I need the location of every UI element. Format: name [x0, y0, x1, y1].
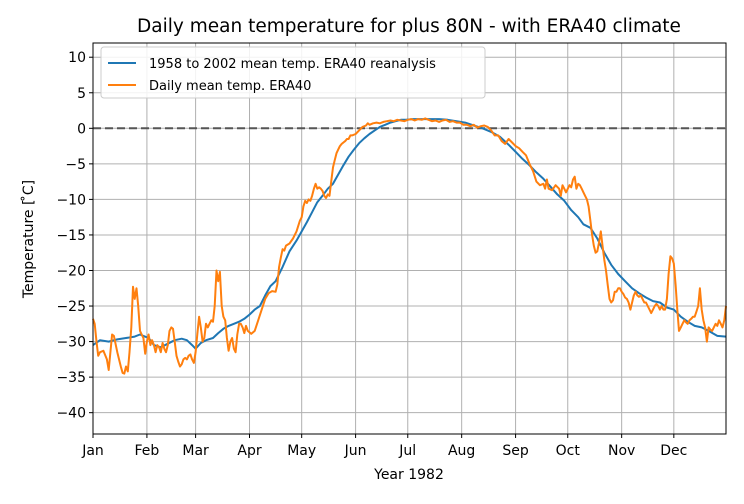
- series-line-2: [92, 117, 727, 375]
- x-tick-label: Mar: [182, 443, 209, 459]
- y-axis-label: Temperature [ ̊C]: [20, 180, 37, 299]
- x-tick-label: Oct: [556, 443, 581, 459]
- x-tick-label: May: [287, 443, 316, 459]
- plot-frame: [92, 42, 727, 435]
- series-lines: [92, 117, 727, 375]
- legend: 1958 to 2002 mean temp. ERA40 reanalysis…: [100, 46, 486, 99]
- x-tick-label: Apr: [237, 443, 261, 459]
- y-tick-label: −40: [56, 406, 86, 422]
- x-tick-label: Sep: [502, 443, 529, 459]
- x-tick-label: Jan: [81, 443, 104, 459]
- grid: [92, 43, 726, 434]
- x-tick-label: Dec: [660, 443, 687, 459]
- x-axis-ticks: Jan Feb Mar Apr May Jun Jul Aug Sep Oct Nov Dec: [81, 434, 687, 459]
- y-tick-label: −10: [56, 192, 86, 208]
- x-tick-label: Nov: [608, 443, 635, 459]
- legend-label-1: 1958 to 2002 mean temp. ERA40 reanalysis: [149, 57, 436, 72]
- x-tick-label: Feb: [135, 443, 160, 459]
- legend-label-2: Daily mean temp. ERA40: [149, 79, 311, 94]
- y-tick-label: 0: [77, 121, 86, 137]
- legend-box: [100, 46, 486, 99]
- y-axis-ticks: 10 5 0 −5 −10 −15 −20 −25 −30 −35 −40: [56, 50, 93, 422]
- y-tick-label: 5: [77, 86, 86, 102]
- x-tick-label: Jun: [344, 443, 367, 459]
- x-tick-label: Aug: [448, 443, 475, 459]
- series-line-1: [92, 118, 727, 350]
- x-tick-label: Jul: [398, 443, 416, 459]
- y-tick-label: −20: [56, 263, 86, 279]
- chart-title: Daily mean temperature for plus 80N - wi…: [137, 16, 681, 37]
- x-axis-label: Year 1982: [373, 467, 444, 483]
- y-tick-label: −35: [56, 370, 86, 386]
- y-tick-label: −30: [56, 335, 86, 351]
- y-tick-label: −15: [56, 228, 86, 244]
- y-tick-label: −5: [65, 157, 86, 173]
- y-tick-label: −25: [56, 299, 86, 315]
- y-tick-label: 10: [68, 50, 86, 66]
